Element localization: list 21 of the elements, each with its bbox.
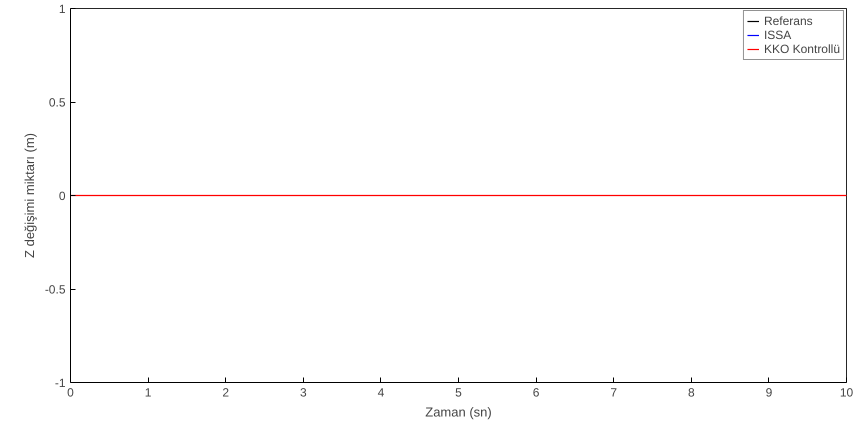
x-tick-label: 5 bbox=[455, 386, 462, 400]
legend-label: KKO Kontrollü bbox=[764, 42, 840, 56]
x-tick-label: 1 bbox=[144, 386, 152, 400]
x-tick-label: 0 bbox=[67, 386, 74, 400]
x-tick-label: 3 bbox=[300, 386, 307, 400]
y-tick-label: -1 bbox=[54, 376, 66, 390]
x-tick-label: 6 bbox=[532, 386, 540, 400]
x-tick-label: 9 bbox=[766, 386, 773, 400]
legend-label: Referans bbox=[764, 14, 813, 28]
y-tick-label: 0 bbox=[58, 189, 66, 203]
x-axis-title: Zaman (sn) bbox=[425, 404, 492, 420]
y-tick-label: 0.5 bbox=[48, 96, 66, 110]
x-tick-label: 8 bbox=[688, 386, 695, 400]
y-tick-label: 1 bbox=[58, 2, 66, 16]
x-tick-label: 2 bbox=[222, 386, 230, 400]
y-tick-label: -0.5 bbox=[44, 282, 66, 296]
legend-label: ISSA bbox=[764, 28, 792, 42]
x-tick-label: 7 bbox=[610, 386, 618, 400]
x-tick-label: 10 bbox=[840, 386, 854, 400]
y-axis-title: Z değişimi miktarı (m) bbox=[22, 133, 37, 258]
x-tick-label: 4 bbox=[378, 386, 385, 400]
